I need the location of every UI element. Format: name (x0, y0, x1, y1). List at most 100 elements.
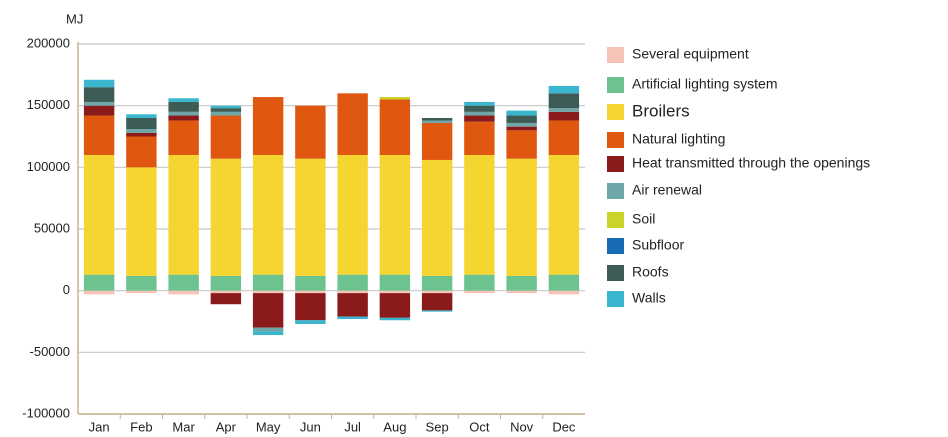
legend-label: Air renewal (632, 182, 702, 198)
legend-swatch (607, 265, 624, 281)
bar-segment (506, 126, 537, 131)
bar-segment (506, 290, 537, 294)
x-tick-label: Jun (300, 419, 321, 434)
bar-segment (464, 290, 495, 294)
legend-swatch (607, 212, 624, 228)
bar-segment (210, 111, 242, 116)
bar-segment (337, 274, 368, 291)
bar-segment (337, 93, 368, 155)
legend-label: Artificial lighting system (632, 76, 778, 92)
bar-segment (252, 290, 284, 294)
bar-segment (126, 118, 157, 130)
bar-segment (168, 111, 199, 116)
bar-segment (379, 290, 411, 294)
bar-segment (548, 120, 580, 155)
bar-segment (464, 121, 495, 155)
bar-segment (464, 111, 495, 116)
bar-segment (210, 105, 242, 109)
legend-swatch (607, 77, 624, 93)
bar-segment (295, 320, 326, 324)
bar-segment (548, 111, 580, 121)
bar-segment (548, 93, 580, 109)
bar-segment (506, 158, 537, 276)
bar-segment (421, 310, 453, 312)
bar-segment (464, 115, 495, 122)
x-tick-label: Oct (469, 419, 490, 434)
bar-segment (252, 331, 284, 336)
bar-segment (379, 97, 411, 100)
bar-segment (295, 293, 326, 321)
bar-segment (210, 108, 242, 112)
bar-segment (252, 274, 284, 291)
bar-segment (506, 122, 537, 127)
legend-swatch (607, 183, 624, 199)
bar-segment (337, 293, 368, 317)
legend-label: Subfloor (632, 237, 684, 253)
bar-segment (83, 274, 115, 291)
bar-segment (548, 85, 580, 94)
x-tick-label: Sep (426, 419, 449, 434)
x-tick-label: May (256, 419, 281, 434)
bar-segment (548, 290, 580, 295)
legend-label: Walls (632, 290, 666, 306)
bar-segment (379, 274, 411, 291)
bar-segment (126, 132, 157, 137)
bar-segment (126, 114, 157, 118)
legend-label: Natural lighting (632, 131, 725, 147)
bar-segment (83, 115, 115, 155)
bar-segment (337, 155, 368, 275)
bar-segment (83, 79, 115, 88)
bar-segment (168, 155, 199, 275)
bar-segment (421, 290, 453, 294)
bar-segment (421, 159, 453, 276)
y-tick-label: -50000 (30, 344, 70, 359)
bar-segment (168, 115, 199, 121)
x-tick-label: Dec (552, 419, 576, 434)
bar-segment (168, 120, 199, 155)
bar-segment (168, 290, 199, 295)
x-tick-label: Jan (89, 419, 110, 434)
bar-segment (210, 158, 242, 276)
bar-segment (379, 317, 411, 321)
legend-label: Broilers (632, 101, 690, 120)
bar-segment (126, 275, 157, 291)
bar-segment (379, 293, 411, 318)
bar-segment (421, 118, 453, 121)
bar-segment (295, 158, 326, 276)
bar-segment (464, 155, 495, 275)
y-tick-label: 200000 (27, 35, 70, 50)
bar-segment (168, 101, 199, 112)
bar-segment (83, 155, 115, 275)
y-tick-label: 100000 (27, 159, 70, 174)
bar-segment (506, 115, 537, 123)
bar-segment (464, 101, 495, 106)
x-tick-label: Nov (510, 419, 534, 434)
bar-segment (421, 122, 453, 160)
legend-label: Heat transmitted through the openings (632, 155, 870, 171)
bar-segment (506, 110, 537, 116)
bar-segment (252, 327, 284, 332)
bar-segment (295, 275, 326, 291)
bar-segment (464, 105, 495, 112)
bar-segment (83, 105, 115, 116)
y-axis-label: MJ (66, 11, 83, 26)
bar-segment (252, 293, 284, 328)
x-tick-label: Mar (172, 419, 195, 434)
bar-segment (83, 87, 115, 102)
bar-segment (421, 293, 453, 311)
legend-label: Several equipment (632, 46, 749, 62)
legend-swatch (607, 238, 624, 254)
legend-label: Roofs (632, 264, 669, 280)
bar-segment (252, 97, 284, 155)
legend-swatch (607, 47, 624, 63)
bar-segment (295, 105, 326, 159)
bar-segment (379, 99, 411, 155)
x-tick-label: Jul (344, 419, 361, 434)
bar-segment (506, 130, 537, 159)
y-tick-label: -100000 (22, 405, 70, 420)
bar-segment (548, 108, 580, 112)
y-tick-label: 0 (63, 282, 70, 297)
bar-segment (168, 98, 199, 102)
bar-segment (506, 275, 537, 291)
